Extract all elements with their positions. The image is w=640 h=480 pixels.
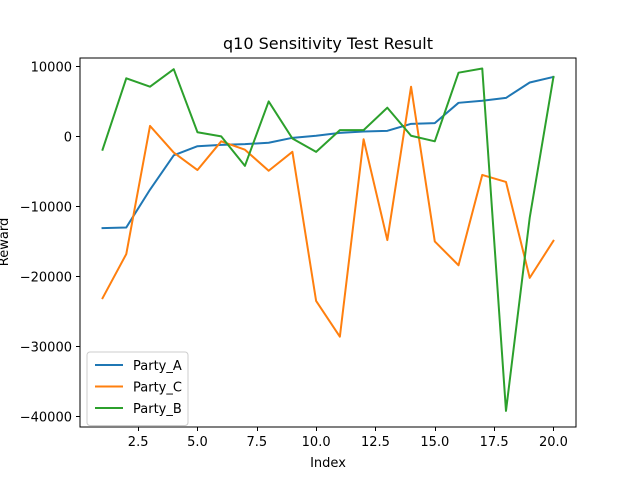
y-tick-label: −10000 xyxy=(20,200,72,215)
series-line-party-c xyxy=(101,85,555,338)
y-tick-label: 0 xyxy=(64,130,72,145)
plot-frame xyxy=(79,57,577,428)
x-tick-label: 15.0 xyxy=(420,435,449,450)
chart-title: q10 Sensitivity Test Result xyxy=(223,34,433,53)
series-line-party-b xyxy=(101,67,555,412)
y-tick-label: 10000 xyxy=(31,60,72,75)
y-tick-label: −40000 xyxy=(20,410,72,425)
x-tick-label: 7.5 xyxy=(246,435,267,450)
x-tick-label: 12.5 xyxy=(361,435,390,450)
x-tick-label: 17.5 xyxy=(480,435,509,450)
y-tick-label: −20000 xyxy=(20,270,72,285)
axes-layer xyxy=(79,57,577,428)
y-tick-label: −30000 xyxy=(20,340,72,355)
y-axis-ticks: −40000 −30000 −20000 −10000 0 10000 xyxy=(20,60,80,425)
x-tick-label: 20.0 xyxy=(539,435,568,450)
series-line-party-a xyxy=(101,75,555,230)
legend-label: Party_C xyxy=(133,381,182,396)
series-layer xyxy=(101,67,555,412)
legend: Party_A Party_C Party_B xyxy=(86,351,189,426)
legend-label: Party_B xyxy=(133,402,182,417)
legend-label: Party_A xyxy=(133,359,182,374)
x-tick-label: 10.0 xyxy=(302,435,331,450)
x-axis-label: Index xyxy=(310,456,346,471)
x-tick-label: 2.5 xyxy=(128,435,149,450)
y-axis-label: Reward xyxy=(0,218,12,266)
x-tick-label: 5.0 xyxy=(187,435,208,450)
x-axis-ticks: 2.5 5.0 7.5 10.0 12.5 15.0 17.5 20.0 xyxy=(128,427,568,450)
